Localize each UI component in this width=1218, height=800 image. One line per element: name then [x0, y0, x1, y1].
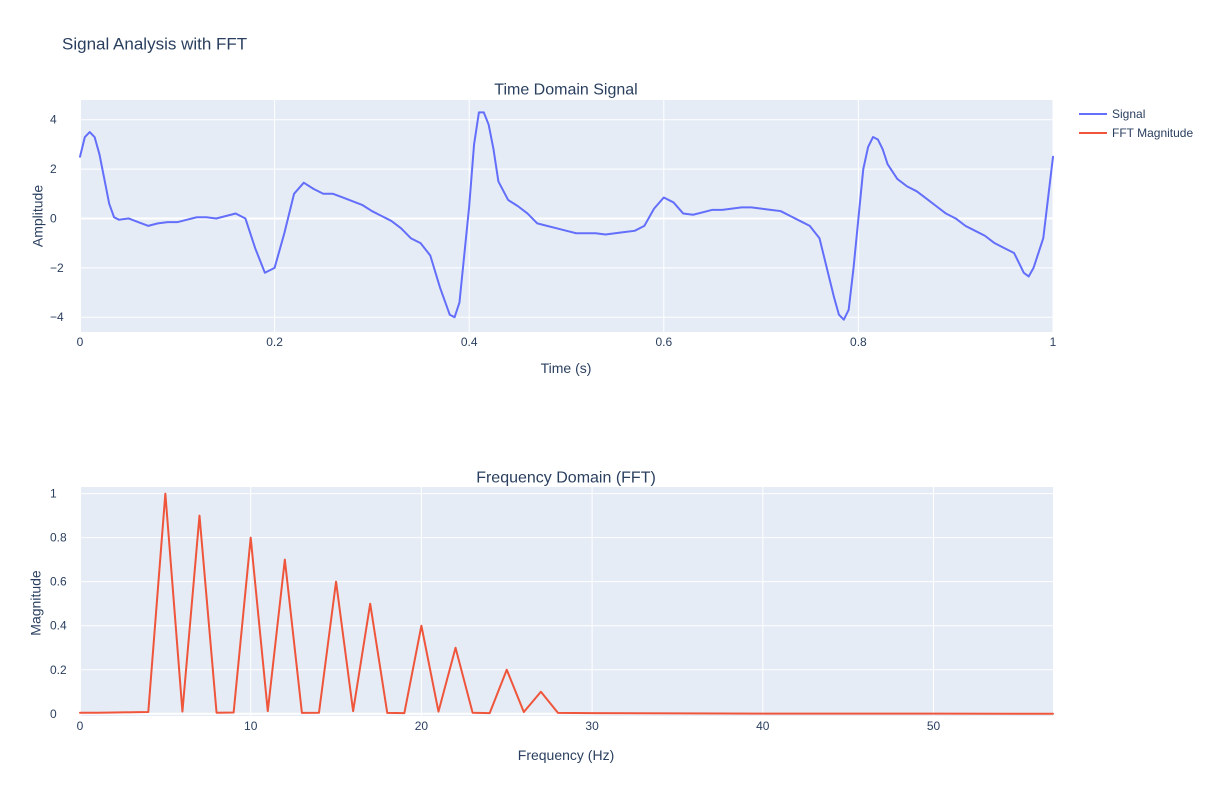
time-gridlines — [79, 100, 1054, 332]
freq-x-tick-label: 50 — [927, 719, 941, 733]
time-y-axis-title: Amplitude — [30, 185, 46, 247]
freq-x-ticks: 0 10 20 30 40 50 — [77, 719, 941, 733]
time-x-tick-label: 1 — [1050, 335, 1057, 349]
time-x-tick-label: 0.2 — [266, 335, 283, 349]
freq-plot-background — [80, 487, 1053, 716]
freq-y-tick-label: 0.4 — [50, 619, 67, 633]
time-x-tick-label: 0.6 — [655, 335, 672, 349]
time-y-tick-label: 0 — [50, 211, 57, 225]
time-subplot-title: Time Domain Signal — [494, 82, 637, 99]
freq-y-tick-label: 0.8 — [50, 531, 67, 545]
freq-x-tick-label: 40 — [756, 719, 770, 733]
freq-x-axis-title: Frequency (Hz) — [518, 747, 614, 763]
figure-title: Signal Analysis with FFT — [62, 35, 247, 54]
time-y-ticks: −4 −2 0 2 4 — [50, 113, 64, 324]
freq-y-tick-label: 0 — [50, 707, 57, 721]
time-y-tick-label: 4 — [50, 113, 57, 127]
frequency-domain-panel: 0 10 20 30 40 50 0 0.2 0.4 0.6 0.8 1 Frequency Dom… — [28, 470, 1054, 763]
legend-item-signal[interactable]: Signal — [1079, 107, 1145, 121]
freq-y-ticks: 0 0.2 0.4 0.6 0.8 1 — [50, 487, 67, 721]
time-domain-panel: 0 0.2 0.4 0.6 0.8 1 −4 −2 0 2 4 Time Domain Signa… — [30, 82, 1057, 377]
time-x-tick-label: 0.8 — [850, 335, 867, 349]
freq-subplot-title: Frequency Domain (FFT) — [476, 470, 656, 487]
time-y-tick-label: −2 — [50, 261, 64, 275]
time-x-axis-title: Time (s) — [541, 360, 592, 376]
legend-label-fft-magnitude: FFT Magnitude — [1112, 126, 1193, 140]
time-x-tick-label: 0 — [77, 335, 84, 349]
freq-x-tick-label: 10 — [244, 719, 258, 733]
time-y-tick-label: 2 — [50, 162, 57, 176]
legend-label-signal: Signal — [1112, 107, 1145, 121]
time-x-tick-label: 0.4 — [461, 335, 478, 349]
freq-x-tick-label: 20 — [415, 719, 429, 733]
time-y-tick-label: −4 — [50, 310, 64, 324]
freq-y-tick-label: 1 — [50, 487, 57, 501]
freq-y-tick-label: 0.6 — [50, 575, 67, 589]
freq-y-axis-title: Magnitude — [28, 570, 44, 636]
freq-x-tick-label: 30 — [585, 719, 599, 733]
freq-y-tick-label: 0.2 — [50, 663, 67, 677]
freq-x-tick-label: 0 — [77, 719, 84, 733]
freq-series-layer — [79, 492, 1054, 715]
legend: Signal FFT Magnitude — [1079, 107, 1193, 140]
time-x-ticks: 0 0.2 0.4 0.6 0.8 1 — [77, 335, 1057, 349]
time-series-layer — [79, 111, 1054, 321]
freq-gridlines — [79, 487, 1053, 716]
time-series-line-0 — [79, 111, 1054, 321]
legend-item-fft-magnitude[interactable]: FFT Magnitude — [1079, 126, 1193, 140]
freq-series-line-0 — [79, 492, 1054, 715]
